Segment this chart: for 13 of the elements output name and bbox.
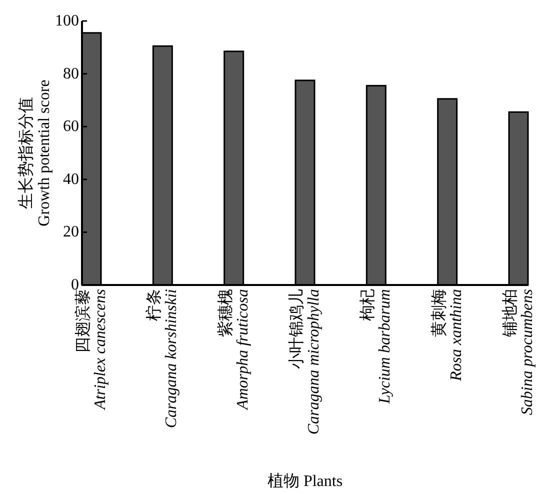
- x-tick-label: 铺地柏 Sabina procumbens: [501, 289, 536, 416]
- y-tick-label: 20: [63, 224, 79, 241]
- y-tick-label: 80: [63, 65, 79, 82]
- x-axis-title: 植物 Plants: [267, 472, 343, 490]
- x-tick-label: 小叶锦鸡儿 Caragana microphylla: [288, 289, 322, 435]
- x-tick-label: 柠条 Caragana korshinskii: [145, 289, 180, 428]
- x-tick-label: 枸杞 Lycium barbarum: [358, 289, 394, 405]
- y-axis-title: 生长势指标分值 Growth potential score: [17, 80, 53, 226]
- x-tick-label: 紫穗槐 Amorpha fruticosa: [216, 289, 252, 410]
- y-tick-label: 40: [63, 170, 79, 188]
- x-tick-label: 黄刺梅 Rosa xanthina: [430, 289, 465, 382]
- y-tick-label: 60: [63, 118, 79, 136]
- y-tick-label: 100: [55, 12, 79, 30]
